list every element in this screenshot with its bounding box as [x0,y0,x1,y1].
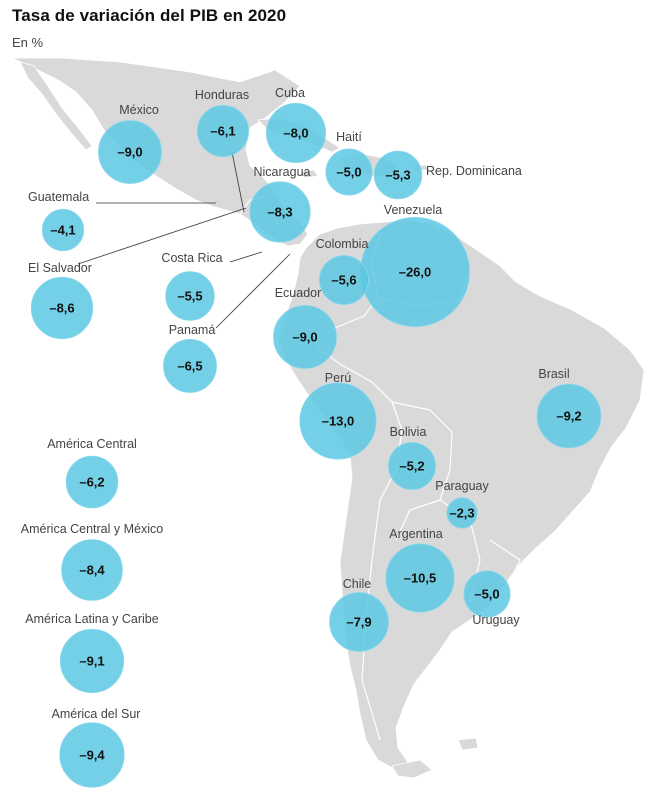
country-label-colombia: Colombia [316,237,369,251]
bubble-colombia [319,255,369,305]
value-label-costa-rica: –5,5 [177,289,202,304]
value-label-america-latina-y-caribe: –9,1 [79,654,104,669]
value-label-brasil: –9,2 [556,409,581,424]
country-label-venezuela: Venezuela [384,203,442,217]
value-label-argentina: –10,5 [404,571,437,586]
baja-california-land [19,61,93,151]
bubble-peru [299,382,377,460]
leader-lines [77,151,291,329]
bubble-mexico [98,120,162,184]
country-label-nicaragua: Nicaragua [254,165,311,179]
value-label-ecuador: –9,0 [292,330,317,345]
value-label-el-salvador: –8,6 [49,301,74,316]
country-label-ecuador: Ecuador [275,286,322,300]
country-label-america-central-y-mexico: América Central y México [21,522,163,536]
country-label-america-del-sur: América del Sur [52,707,141,721]
bubble-ecuador [273,305,337,369]
bubble-cuba [265,102,327,164]
country-label-honduras: Honduras [195,88,249,102]
bubble-nicaragua [249,181,311,243]
country-label-el-salvador: El Salvador [28,261,92,275]
chart-title: Tasa de variación del PIB en 2020 [12,6,287,25]
country-labels: Venezuela Perú Argentina América del Sur Bra… [21,86,570,721]
country-label-costa-rica: Costa Rica [161,251,222,265]
value-label-bolivia: –5,2 [399,459,424,474]
value-label-chile: –7,9 [346,615,371,630]
chart-subtitle: En % [12,35,44,50]
bubble-america-central [65,455,119,509]
value-label-america-del-sur: –9,4 [79,748,105,763]
bubble-chile [329,592,389,652]
value-label-america-central-y-mexico: –8,4 [79,563,105,578]
south-america-land [277,219,645,773]
value-label-rep-dominicana: –5,3 [385,168,410,183]
country-label-bolivia: Bolivia [390,425,427,439]
country-label-haiti: Haití [336,130,362,144]
bubble-honduras [196,104,250,158]
bubble-america-latina-y-caribe [59,628,125,694]
falklands-land [457,737,479,751]
country-label-rep-dominicana: Rep. Dominicana [426,164,522,178]
country-label-america-latina-y-caribe: América Latina y Caribe [25,612,158,626]
bubble-guatemala [41,208,85,252]
bubble-america-del-sur [59,722,125,788]
country-label-guatemala: Guatemala [28,190,89,204]
value-bubbles: –26,0 –13,0 –10,5 –9,4 –9,2 –9,1 –9,0 –9,0 –8,6 –… [30,102,602,788]
value-label-paraguay: –2,3 [449,506,474,521]
bubble-rep-dominicana [373,150,423,200]
value-label-colombia: –5,6 [331,273,356,288]
value-label-america-central: –6,2 [79,475,104,490]
bubble-paraguay [446,497,478,529]
country-label-peru: Perú [325,371,351,385]
value-label-cuba: –8,0 [283,126,308,141]
country-label-paraguay: Paraguay [435,479,489,493]
value-label-nicaragua: –8,3 [267,205,292,220]
value-label-peru: –13,0 [322,414,355,429]
bubble-uruguay [463,570,511,618]
country-label-chile: Chile [343,577,372,591]
value-label-honduras: –6,1 [210,124,235,139]
country-label-america-central: América Central [47,437,137,451]
jamaica-land [299,169,319,179]
country-label-mexico: México [119,103,159,117]
bubble-argentina [385,543,455,613]
tierra-del-fuego-land [391,759,433,779]
country-label-brasil: Brasil [538,367,569,381]
bubble-haiti [325,148,373,196]
value-label-mexico: –9,0 [117,145,142,160]
bubble-el-salvador [30,276,94,340]
country-label-uruguay: Uruguay [472,613,520,627]
bubble-bolivia [388,442,436,490]
value-label-haiti: –5,0 [336,165,361,180]
bubble-brasil [536,383,602,449]
value-label-panama: –6,5 [177,359,202,374]
country-label-panama: Panamá [169,323,216,337]
bubble-america-central-y-mexico [61,539,123,601]
bubble-costa-rica [165,271,215,321]
country-label-cuba: Cuba [275,86,305,100]
value-label-uruguay: –5,0 [474,587,499,602]
country-label-argentina: Argentina [389,527,443,541]
bubble-panama [163,339,217,393]
value-label-venezuela: –26,0 [399,265,432,280]
value-label-guatemala: –4,1 [50,223,75,238]
